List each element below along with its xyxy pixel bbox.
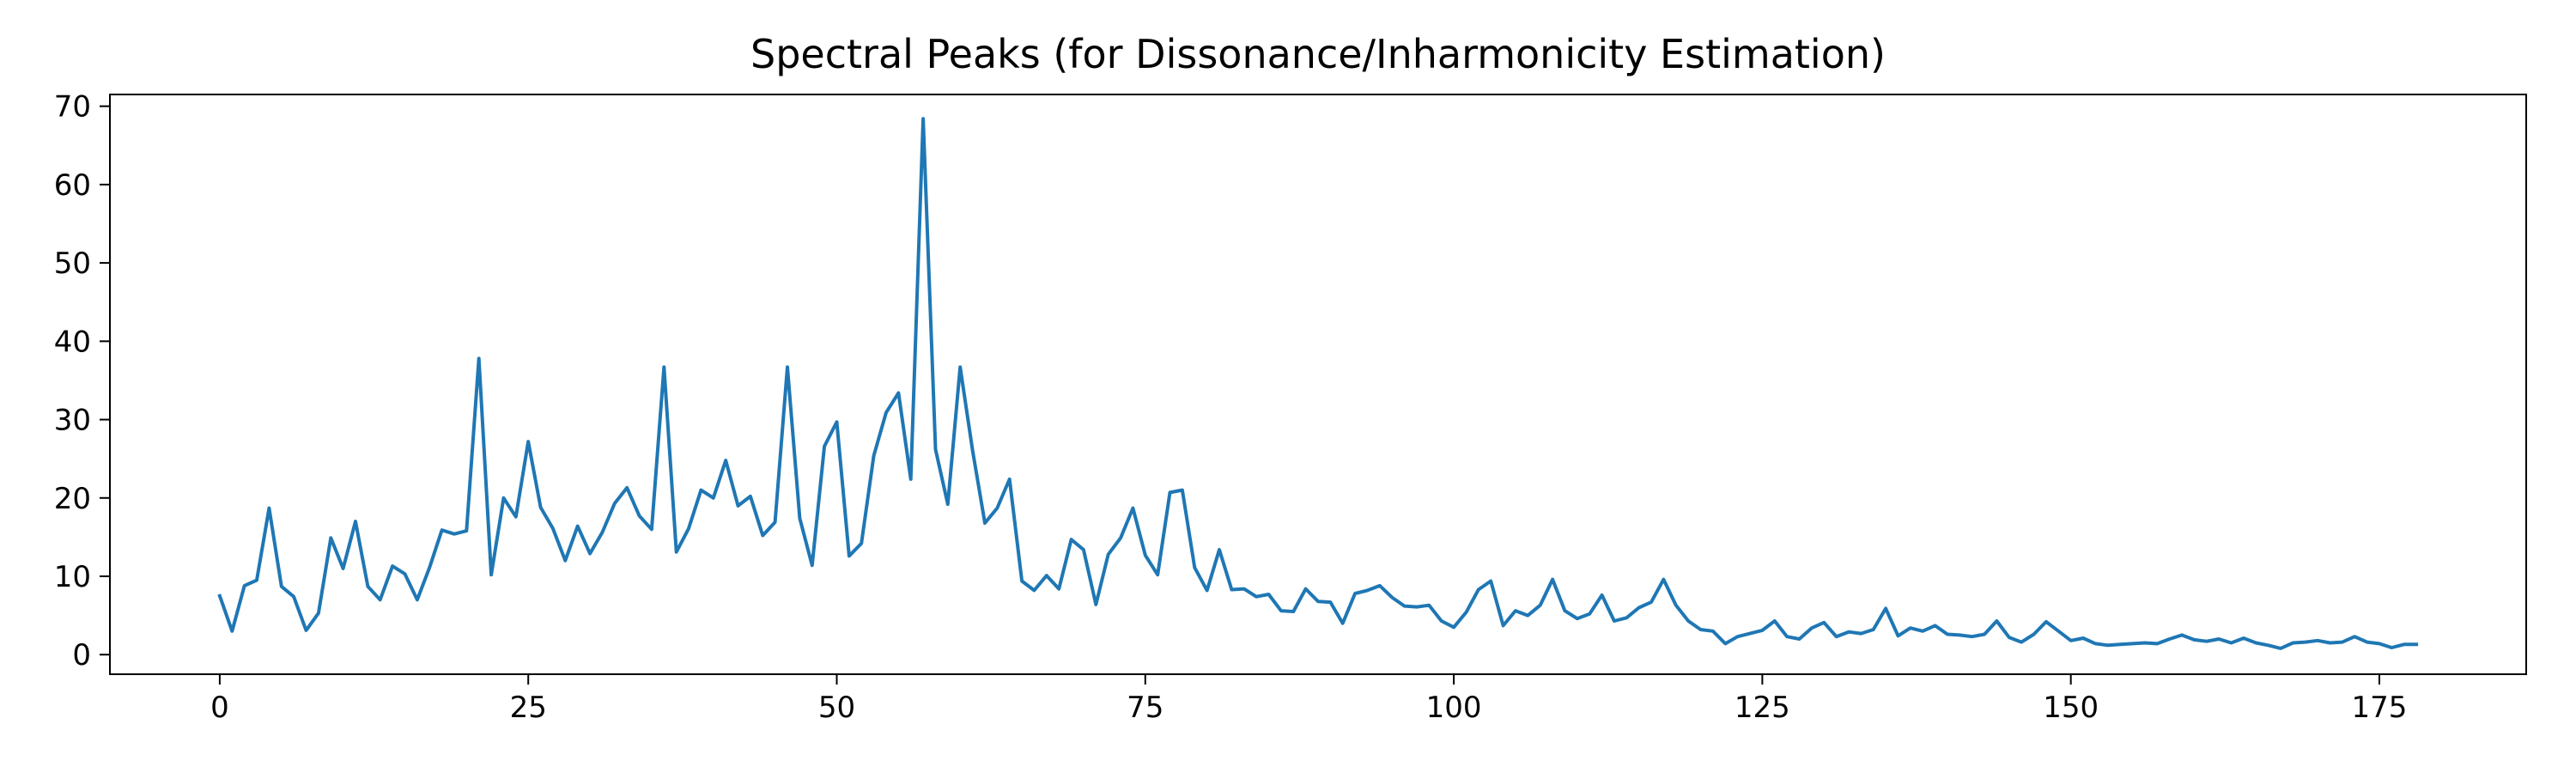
x-axis: 0 25 50 75 100 125 150 175	[210, 674, 2407, 725]
y-axis: 0 10 20 30 40 50 60 70	[54, 90, 110, 673]
x-tick-label: 125	[1735, 691, 1790, 725]
x-tick-label: 150	[2043, 691, 2099, 725]
x-tick-label: 25	[510, 691, 547, 725]
x-tick-label: 75	[1127, 691, 1163, 725]
plot-frame	[109, 94, 2527, 675]
x-tick-label: 100	[1426, 691, 1482, 725]
y-tick-label: 70	[54, 90, 91, 125]
chart-title: Spectral Peaks (for Dissonance/Inharmoni…	[750, 31, 1886, 77]
series-line	[217, 117, 2419, 650]
series-layer	[217, 117, 2419, 650]
x-tick-label: 175	[2352, 691, 2408, 725]
y-tick-label: 50	[54, 247, 91, 281]
y-tick-label: 20	[54, 482, 91, 516]
y-tick-label: 30	[54, 404, 91, 438]
x-tick-label: 0	[210, 691, 229, 725]
x-tick-label: 50	[818, 691, 855, 725]
y-tick-label: 0	[72, 638, 91, 673]
y-tick-label: 10	[54, 560, 91, 594]
y-tick-label: 40	[54, 325, 91, 359]
y-tick-label: 60	[54, 168, 91, 203]
